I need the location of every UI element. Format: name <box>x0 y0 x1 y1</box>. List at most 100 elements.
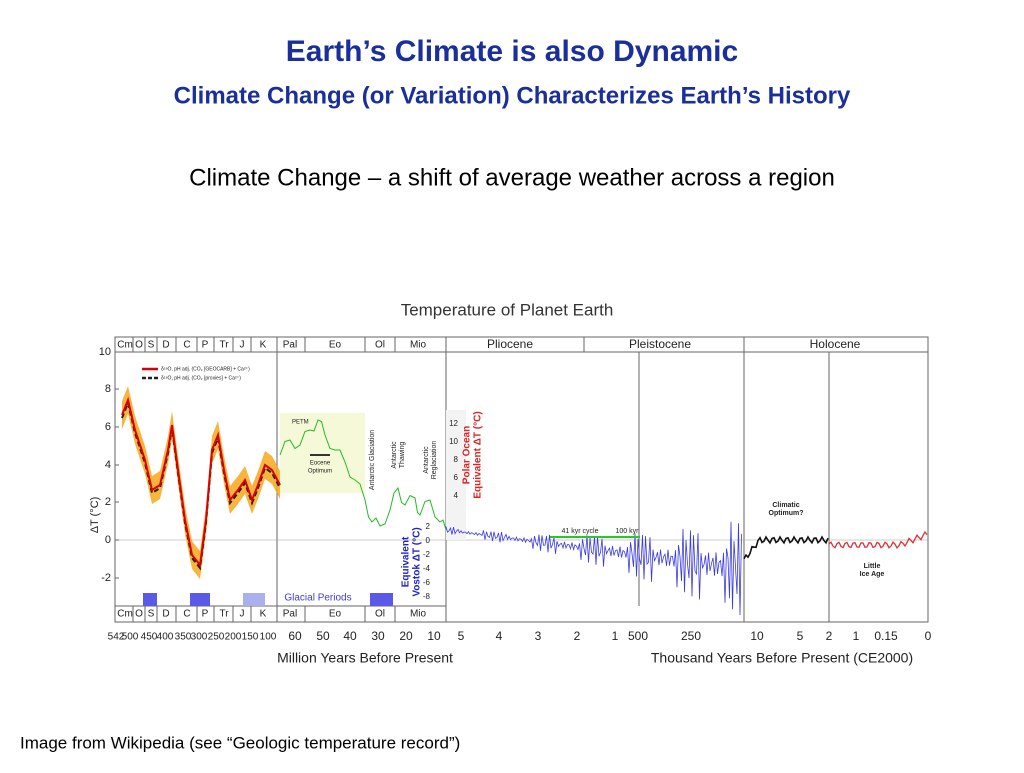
period-label: P <box>202 340 209 351</box>
x-tick-label: 2 <box>826 629 833 643</box>
x-axis-label: Million Years Before Present <box>277 650 453 666</box>
vostok-tick-label: -4 <box>423 564 431 573</box>
y-tick-label: 4 <box>105 459 111 471</box>
y-tick-label: 8 <box>105 383 111 395</box>
x-tick-label: 400 <box>157 632 174 643</box>
period-label: Pleistocene <box>629 337 691 351</box>
period-label: P <box>202 609 209 620</box>
x-tick-label: 150 <box>242 632 259 643</box>
period-label: Pal <box>283 340 297 351</box>
x-tick-label: 542 <box>108 632 125 643</box>
x-tick-label: 50 <box>316 629 330 643</box>
x-tick-label: 200 <box>225 632 242 643</box>
polar-box <box>446 410 466 540</box>
x-tick-label: 0 <box>925 629 932 643</box>
period-label: O <box>135 609 143 620</box>
recent-curve <box>828 530 928 550</box>
x-axis-label: Thousand Years Before Present (CE2000) <box>651 650 913 666</box>
body-text: Climate Change – a shift of average weat… <box>189 164 835 191</box>
x-tick-label: 1 <box>612 629 619 643</box>
period-label: C <box>183 340 190 351</box>
x-tick-label: 500 <box>122 632 139 643</box>
period-label: Tr <box>219 609 229 620</box>
period-label: Cm <box>117 340 133 351</box>
vostok-axis-label: Equivalent <box>401 536 412 587</box>
period-label: J <box>240 340 245 351</box>
x-tick-label: 350 <box>175 632 192 643</box>
vostok-axis-label: Vostok ΔT (°C) <box>412 527 423 596</box>
x-tick-label: 450 <box>141 632 158 643</box>
period-label: Mio <box>410 609 427 620</box>
annotation: Optimum? <box>769 510 804 517</box>
glacial-bar <box>370 593 393 606</box>
annotation: 41 kyr cycle <box>562 528 599 535</box>
period-label: D <box>162 340 169 351</box>
polar-tick-label: 8 <box>454 455 459 464</box>
polar-tick-label: 4 <box>454 491 459 500</box>
annotation: Ice Age <box>860 571 885 578</box>
vostok-tick-label: -2 <box>423 550 431 559</box>
y-tick-label: 2 <box>105 496 111 508</box>
period-label: S <box>148 340 155 351</box>
x-tick-label: 4 <box>496 629 503 643</box>
green-curve <box>279 419 447 531</box>
annotation: Antarctic Glaciation <box>369 430 376 490</box>
polar-axis-label: Equivalent ΔT (°C) <box>473 411 484 498</box>
x-tick-label: 20 <box>399 629 413 643</box>
x-tick-label: 10 <box>750 629 764 643</box>
annotation: Glacial Periods <box>284 593 351 604</box>
holocene-curve <box>743 535 829 560</box>
x-tick-label: 5 <box>797 629 804 643</box>
glacial-bar <box>190 593 210 606</box>
footer: Image from Wikipedia (see “Geologic temp… <box>20 733 460 752</box>
x-tick-label: 500 <box>628 629 648 643</box>
vostok-tick-label: 0 <box>426 536 431 545</box>
x-tick-label: 0.15 <box>874 629 898 643</box>
period-label: K <box>260 340 267 351</box>
x-tick-label: 100 <box>260 632 277 643</box>
y-tick-label: -2 <box>101 572 111 584</box>
period-label: Cm <box>117 609 133 620</box>
period-label: Mio <box>410 340 427 351</box>
glacial-bar <box>143 593 157 606</box>
x-tick-label: 60 <box>288 629 302 643</box>
annotation: Optimum <box>308 469 332 475</box>
figure-title: Temperature of Planet Earth <box>401 300 614 319</box>
y-axis-label: ΔT (°C) <box>89 497 101 534</box>
annotation: Thawing <box>399 442 406 469</box>
y-tick-label: 0 <box>105 534 111 546</box>
period-label: K <box>260 609 267 620</box>
x-tick-label: 250 <box>208 632 225 643</box>
period-label: Ol <box>375 609 385 620</box>
x-tick-label: 40 <box>343 629 357 643</box>
x-tick-label: 3 <box>535 629 542 643</box>
x-tick-label: 5 <box>458 629 465 643</box>
curves <box>121 386 928 616</box>
period-label: Ol <box>375 340 385 351</box>
x-tick-label: 1 <box>853 629 860 643</box>
proxy-curve <box>121 396 281 568</box>
period-label: J <box>240 609 245 620</box>
period-label: D <box>162 609 169 620</box>
period-label: Tr <box>219 340 229 351</box>
period-label: Eo <box>329 609 342 620</box>
x-tick-label: 2 <box>574 629 581 643</box>
annotation: Reglaciation <box>431 441 438 480</box>
legend-entry: δ¹⁸O, pH adj. (CO₂ [GEOCARB] + Ca²⁺) <box>161 366 250 372</box>
title: Earth’s Climate is also Dynamic <box>286 35 738 68</box>
annotation: Little <box>864 563 881 570</box>
annotation: 100 kyr <box>616 528 640 535</box>
period-label: C <box>183 609 190 620</box>
glacial-bar <box>243 593 265 606</box>
y-tick-label: 6 <box>105 421 111 433</box>
period-label: Eo <box>329 340 342 351</box>
x-tick-label: 250 <box>681 629 701 643</box>
blue-curve <box>445 521 742 616</box>
period-label: Pliocene <box>487 337 533 351</box>
vostok-tick-label: -6 <box>423 578 431 587</box>
polar-axis-label: Polar Ocean <box>462 426 473 484</box>
period-label: O <box>135 340 143 351</box>
polar-tick-label: 10 <box>449 437 458 446</box>
